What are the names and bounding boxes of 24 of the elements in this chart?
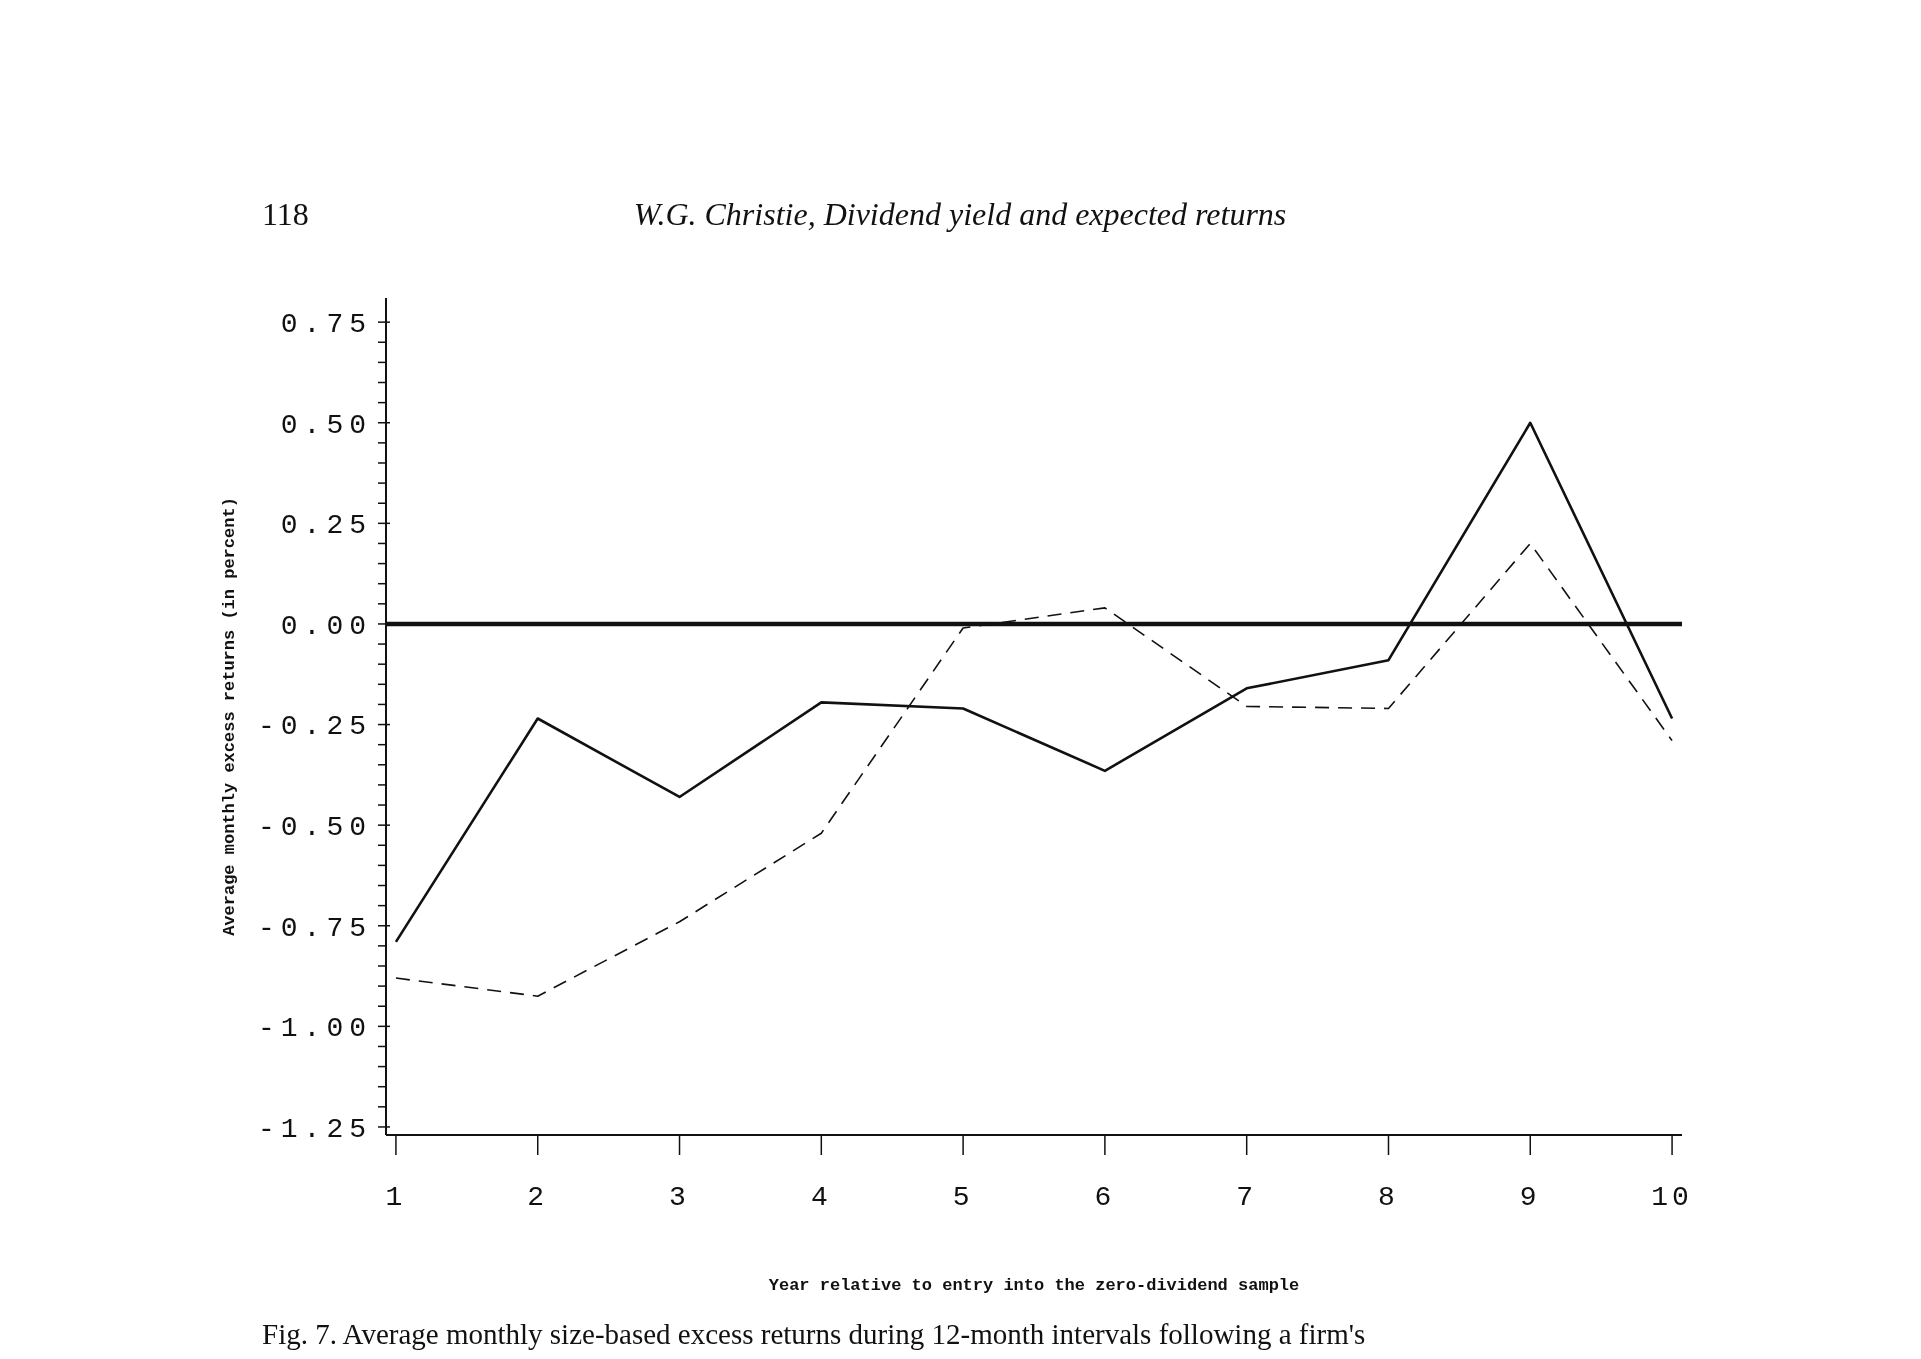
y-tick-label: -1.25 xyxy=(257,1113,372,1145)
text: 118 xyxy=(262,196,309,233)
y-tick-label: 0.50 xyxy=(280,409,372,441)
y-tick-label: 0.25 xyxy=(280,510,372,542)
x-tick-label: 3 xyxy=(669,1182,690,1213)
y-tick-label: 0.00 xyxy=(280,610,372,642)
x-tick-label: 10 xyxy=(1651,1182,1693,1213)
x-tick-label: 7 xyxy=(1236,1182,1258,1213)
y-tick-label: -0.25 xyxy=(257,711,372,743)
x-tick-label: 8 xyxy=(1378,1182,1399,1213)
y-tick-label: 0.75 xyxy=(280,308,372,340)
text: W.G. Christie, Dividend yield and expected returns xyxy=(632,196,1288,233)
x-axis-title: Year relative to entry into the zero-dividend sample xyxy=(768,1276,1300,1295)
x-tick-label: 6 xyxy=(1094,1182,1116,1213)
x-tick-label: 2 xyxy=(527,1182,549,1213)
y-tick-label: -0.50 xyxy=(257,811,372,843)
x-tick-label: 4 xyxy=(810,1182,832,1213)
x-tick-label: 5 xyxy=(952,1182,974,1213)
caption: Fig. 7. Average monthly size-based excess returns during 12-month intervals following a firm's xyxy=(262,1318,1366,1351)
y-tick-label: -0.75 xyxy=(257,912,372,944)
x-tick-label: 9 xyxy=(1519,1182,1541,1213)
y-axis-title: Average monthly excess returns (in percent) xyxy=(220,497,240,936)
x-tick-label: 1 xyxy=(385,1182,407,1213)
y-tick-label: -1.00 xyxy=(257,1013,372,1045)
